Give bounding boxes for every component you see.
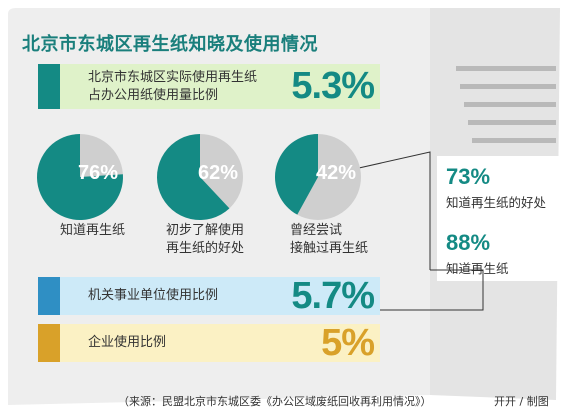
bar-swatch <box>38 324 60 362</box>
bar-label-line2: 占办公用纸使用量比例 <box>88 87 219 103</box>
pie-slice-1 <box>37 134 123 220</box>
pie-caption-line1: 初步了解使用 <box>166 223 245 238</box>
bar-bg-1 <box>60 64 380 109</box>
bar-enterprises: 企业使用比例 5% <box>38 321 380 364</box>
pie-caption-3: 曾经尝试 接触过再生纸 <box>290 222 368 258</box>
bar-label: 北京市东城区实际使用再生纸 占办公用纸使用量比例 <box>88 64 257 109</box>
pie-slice-3 <box>275 134 318 215</box>
bar-swatch <box>38 64 60 109</box>
side-value-2: 88% <box>446 230 491 255</box>
side-panel <box>437 156 563 281</box>
pie-caption-1: 知道再生纸 <box>60 222 125 240</box>
pie-caption-2: 初步了解使用 再生纸的好处 <box>166 222 244 258</box>
pie-slice-2 <box>157 134 230 221</box>
bar-value: 5.3% <box>291 65 375 107</box>
bar-swatch <box>38 277 60 315</box>
page-title: 北京市东城区再生纸知晓及使用情况 <box>22 34 318 55</box>
credit: 开开 / 制图 <box>494 395 549 408</box>
connector-lines <box>349 151 484 311</box>
side-value-1: 73% <box>446 164 491 189</box>
bar-label: 机关事业单位使用比例 <box>88 288 219 303</box>
bar-label-line1: 北京市东城区实际使用再生纸 <box>88 69 258 85</box>
source-note: （来源：民盟北京市东城区委《办公区域废纸回收再利用情况》） <box>118 395 432 408</box>
pie-caption-line2: 接触过再生纸 <box>290 241 369 256</box>
pie-label-1: 76% <box>78 162 118 184</box>
pie-caption-line1: 曾经尝试 <box>290 223 343 238</box>
pie-caption-line2: 再生纸的好处 <box>166 241 245 256</box>
bar-total: 北京市东城区实际使用再生纸 占办公用纸使用量比例 5.3% <box>38 64 380 109</box>
bar-institutions: 机关事业单位使用比例 5.7% <box>38 274 380 317</box>
pie-charts: 76% 62% 42% <box>37 134 361 221</box>
side-text-2: 知道再生纸 <box>446 261 509 276</box>
bar-bg-3 <box>60 324 380 362</box>
bar-label: 企业使用比例 <box>88 335 167 350</box>
side-text-1: 知道再生纸的好处 <box>446 195 547 210</box>
bar-bg-2 <box>60 277 380 315</box>
pie-label-2: 62% <box>198 162 238 184</box>
pie-label-3: 42% <box>316 162 356 184</box>
bar-value: 5% <box>321 321 375 364</box>
pie-caption-line1: 知道再生纸 <box>60 223 126 238</box>
bar-value: 5.7% <box>291 274 375 317</box>
